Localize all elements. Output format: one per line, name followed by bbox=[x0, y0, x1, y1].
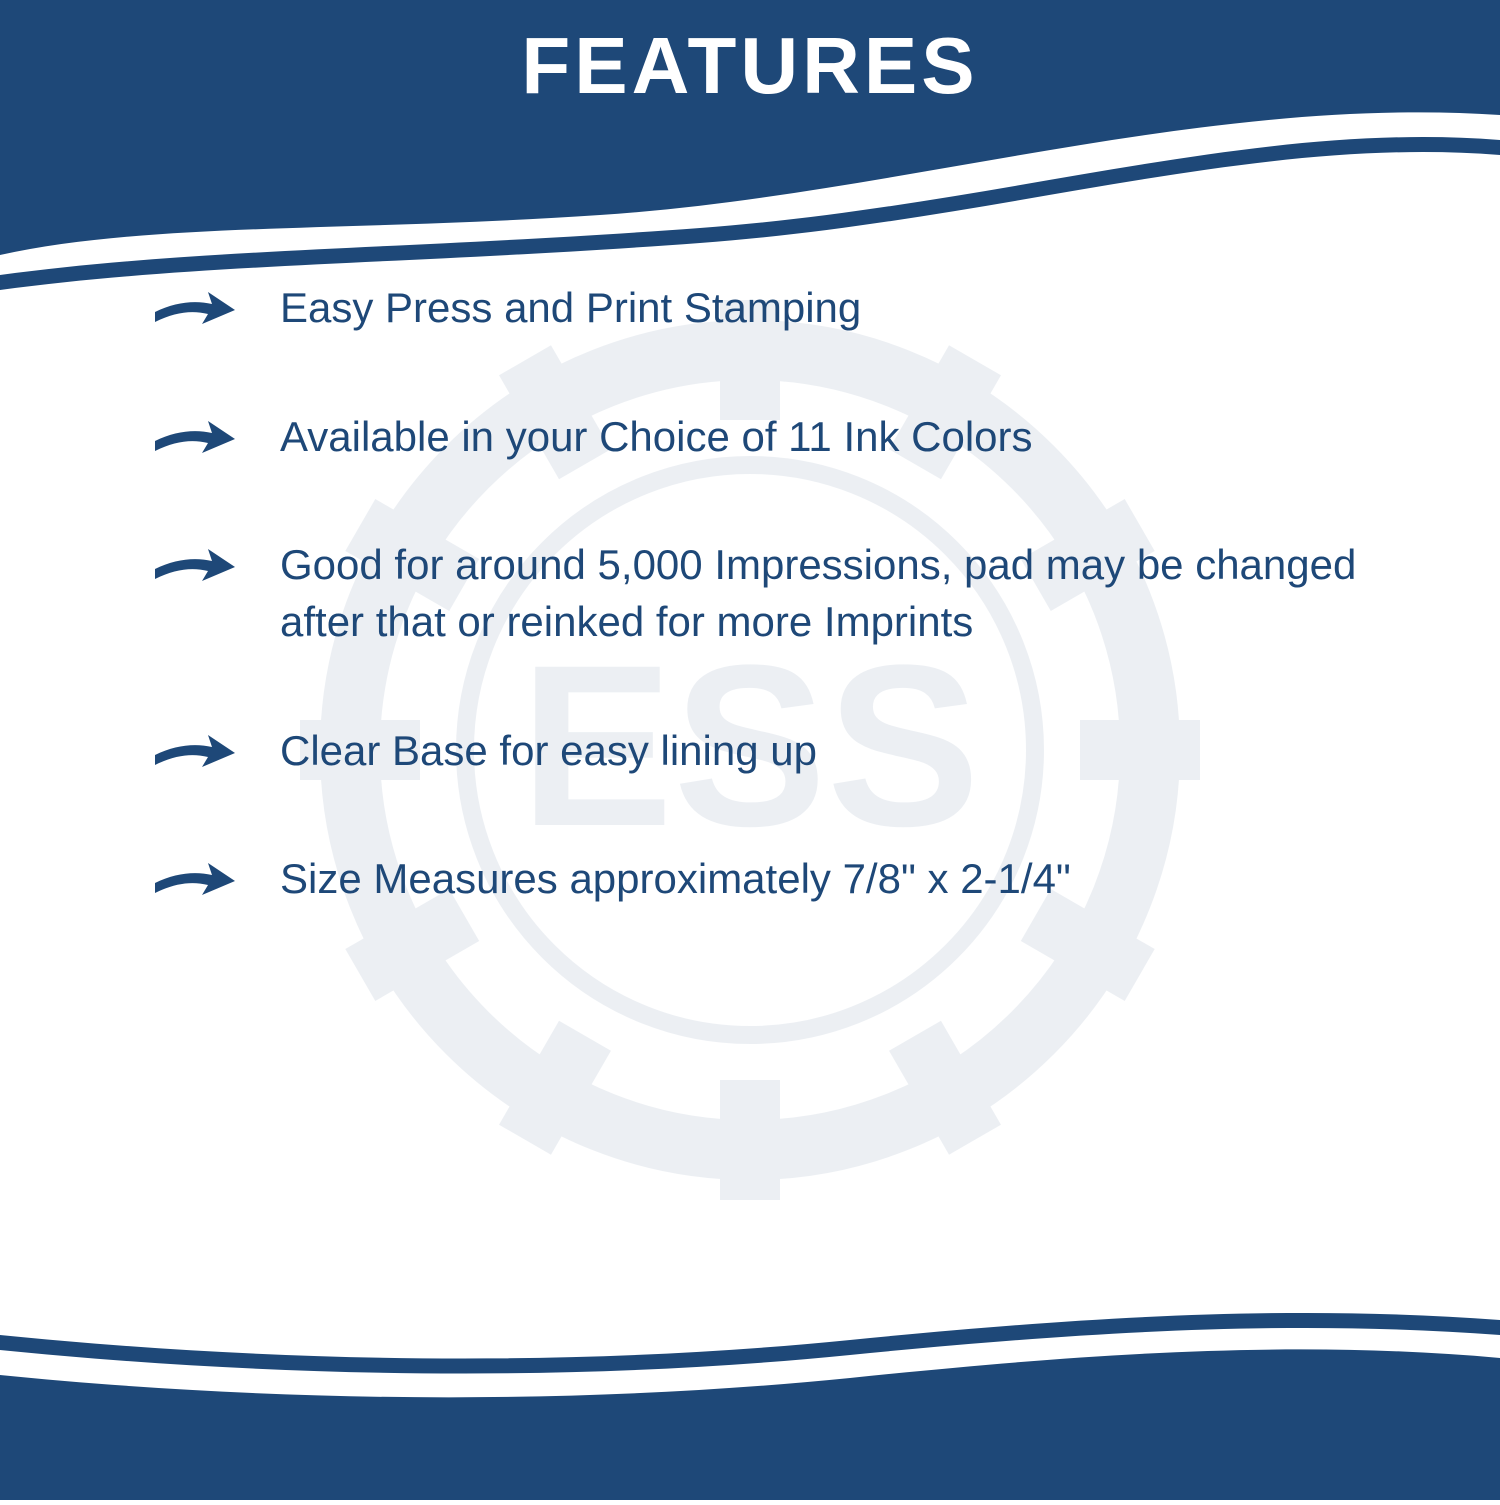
feature-item: Available in your Choice of 11 Ink Color… bbox=[150, 409, 1400, 466]
feature-item: Size Measures approximately 7/8" x 2-1/4… bbox=[150, 851, 1400, 908]
page-title: FEATURES bbox=[0, 20, 1500, 112]
arrow-icon bbox=[150, 411, 240, 461]
feature-text: Clear Base for easy lining up bbox=[280, 723, 1400, 780]
feature-item: Good for around 5,000 Impressions, pad m… bbox=[150, 537, 1400, 650]
feature-text: Size Measures approximately 7/8" x 2-1/4… bbox=[280, 851, 1400, 908]
feature-item: Clear Base for easy lining up bbox=[150, 723, 1400, 780]
feature-text: Available in your Choice of 11 Ink Color… bbox=[280, 409, 1400, 466]
arrow-icon bbox=[150, 725, 240, 775]
arrow-icon bbox=[150, 539, 240, 589]
infographic-container: ESS FEATURES Easy Press and Print Stampi… bbox=[0, 0, 1500, 1500]
footer-band bbox=[0, 1300, 1500, 1500]
features-list: Easy Press and Print Stamping Available … bbox=[150, 280, 1400, 980]
arrow-icon bbox=[150, 853, 240, 903]
feature-text: Good for around 5,000 Impressions, pad m… bbox=[280, 537, 1400, 650]
